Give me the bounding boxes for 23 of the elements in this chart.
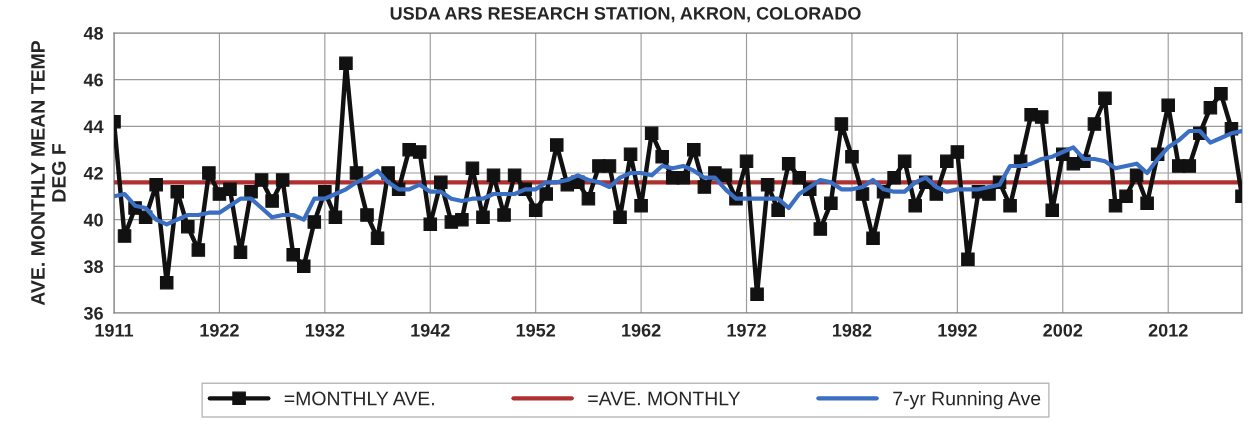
x-tick-label: 1942 — [411, 323, 450, 337]
y-tick-label: 42 — [83, 166, 103, 180]
x-tick-label: 1972 — [727, 323, 766, 337]
x-tick-label: 1932 — [305, 323, 345, 337]
x-tick-label: 1992 — [938, 323, 977, 337]
legend-label: =MONTHLY AVE. — [284, 391, 434, 406]
y-tick-label: 48 — [83, 26, 104, 40]
x-tick-label: 1982 — [833, 323, 872, 337]
y-tick-label: 46 — [83, 73, 103, 87]
x-tick-label: 1952 — [516, 323, 556, 337]
y-axis-title: AVE. MONTHLY MEAN TEMP DEG F — [31, 40, 66, 306]
x-tick-label: 2012 — [1148, 323, 1188, 337]
x-tick-label: 1911 — [95, 323, 134, 337]
legend-label: =AVE. MONTHLY — [588, 391, 741, 406]
x-tick-label: 2002 — [1043, 323, 1083, 337]
y-tick-label: 40 — [83, 213, 103, 227]
y-tick-label: 38 — [83, 260, 104, 274]
chart-title: USDA ARS RESEARCH STATION, AKRON, COLORADO — [390, 6, 861, 23]
x-tick-label: 1962 — [622, 323, 661, 337]
legend-label: 7-yr Running Ave — [893, 391, 1041, 410]
y-tick-label: 36 — [83, 306, 103, 320]
y-tick-label: 44 — [83, 120, 104, 133]
x-tick-label: 1922 — [200, 323, 239, 337]
